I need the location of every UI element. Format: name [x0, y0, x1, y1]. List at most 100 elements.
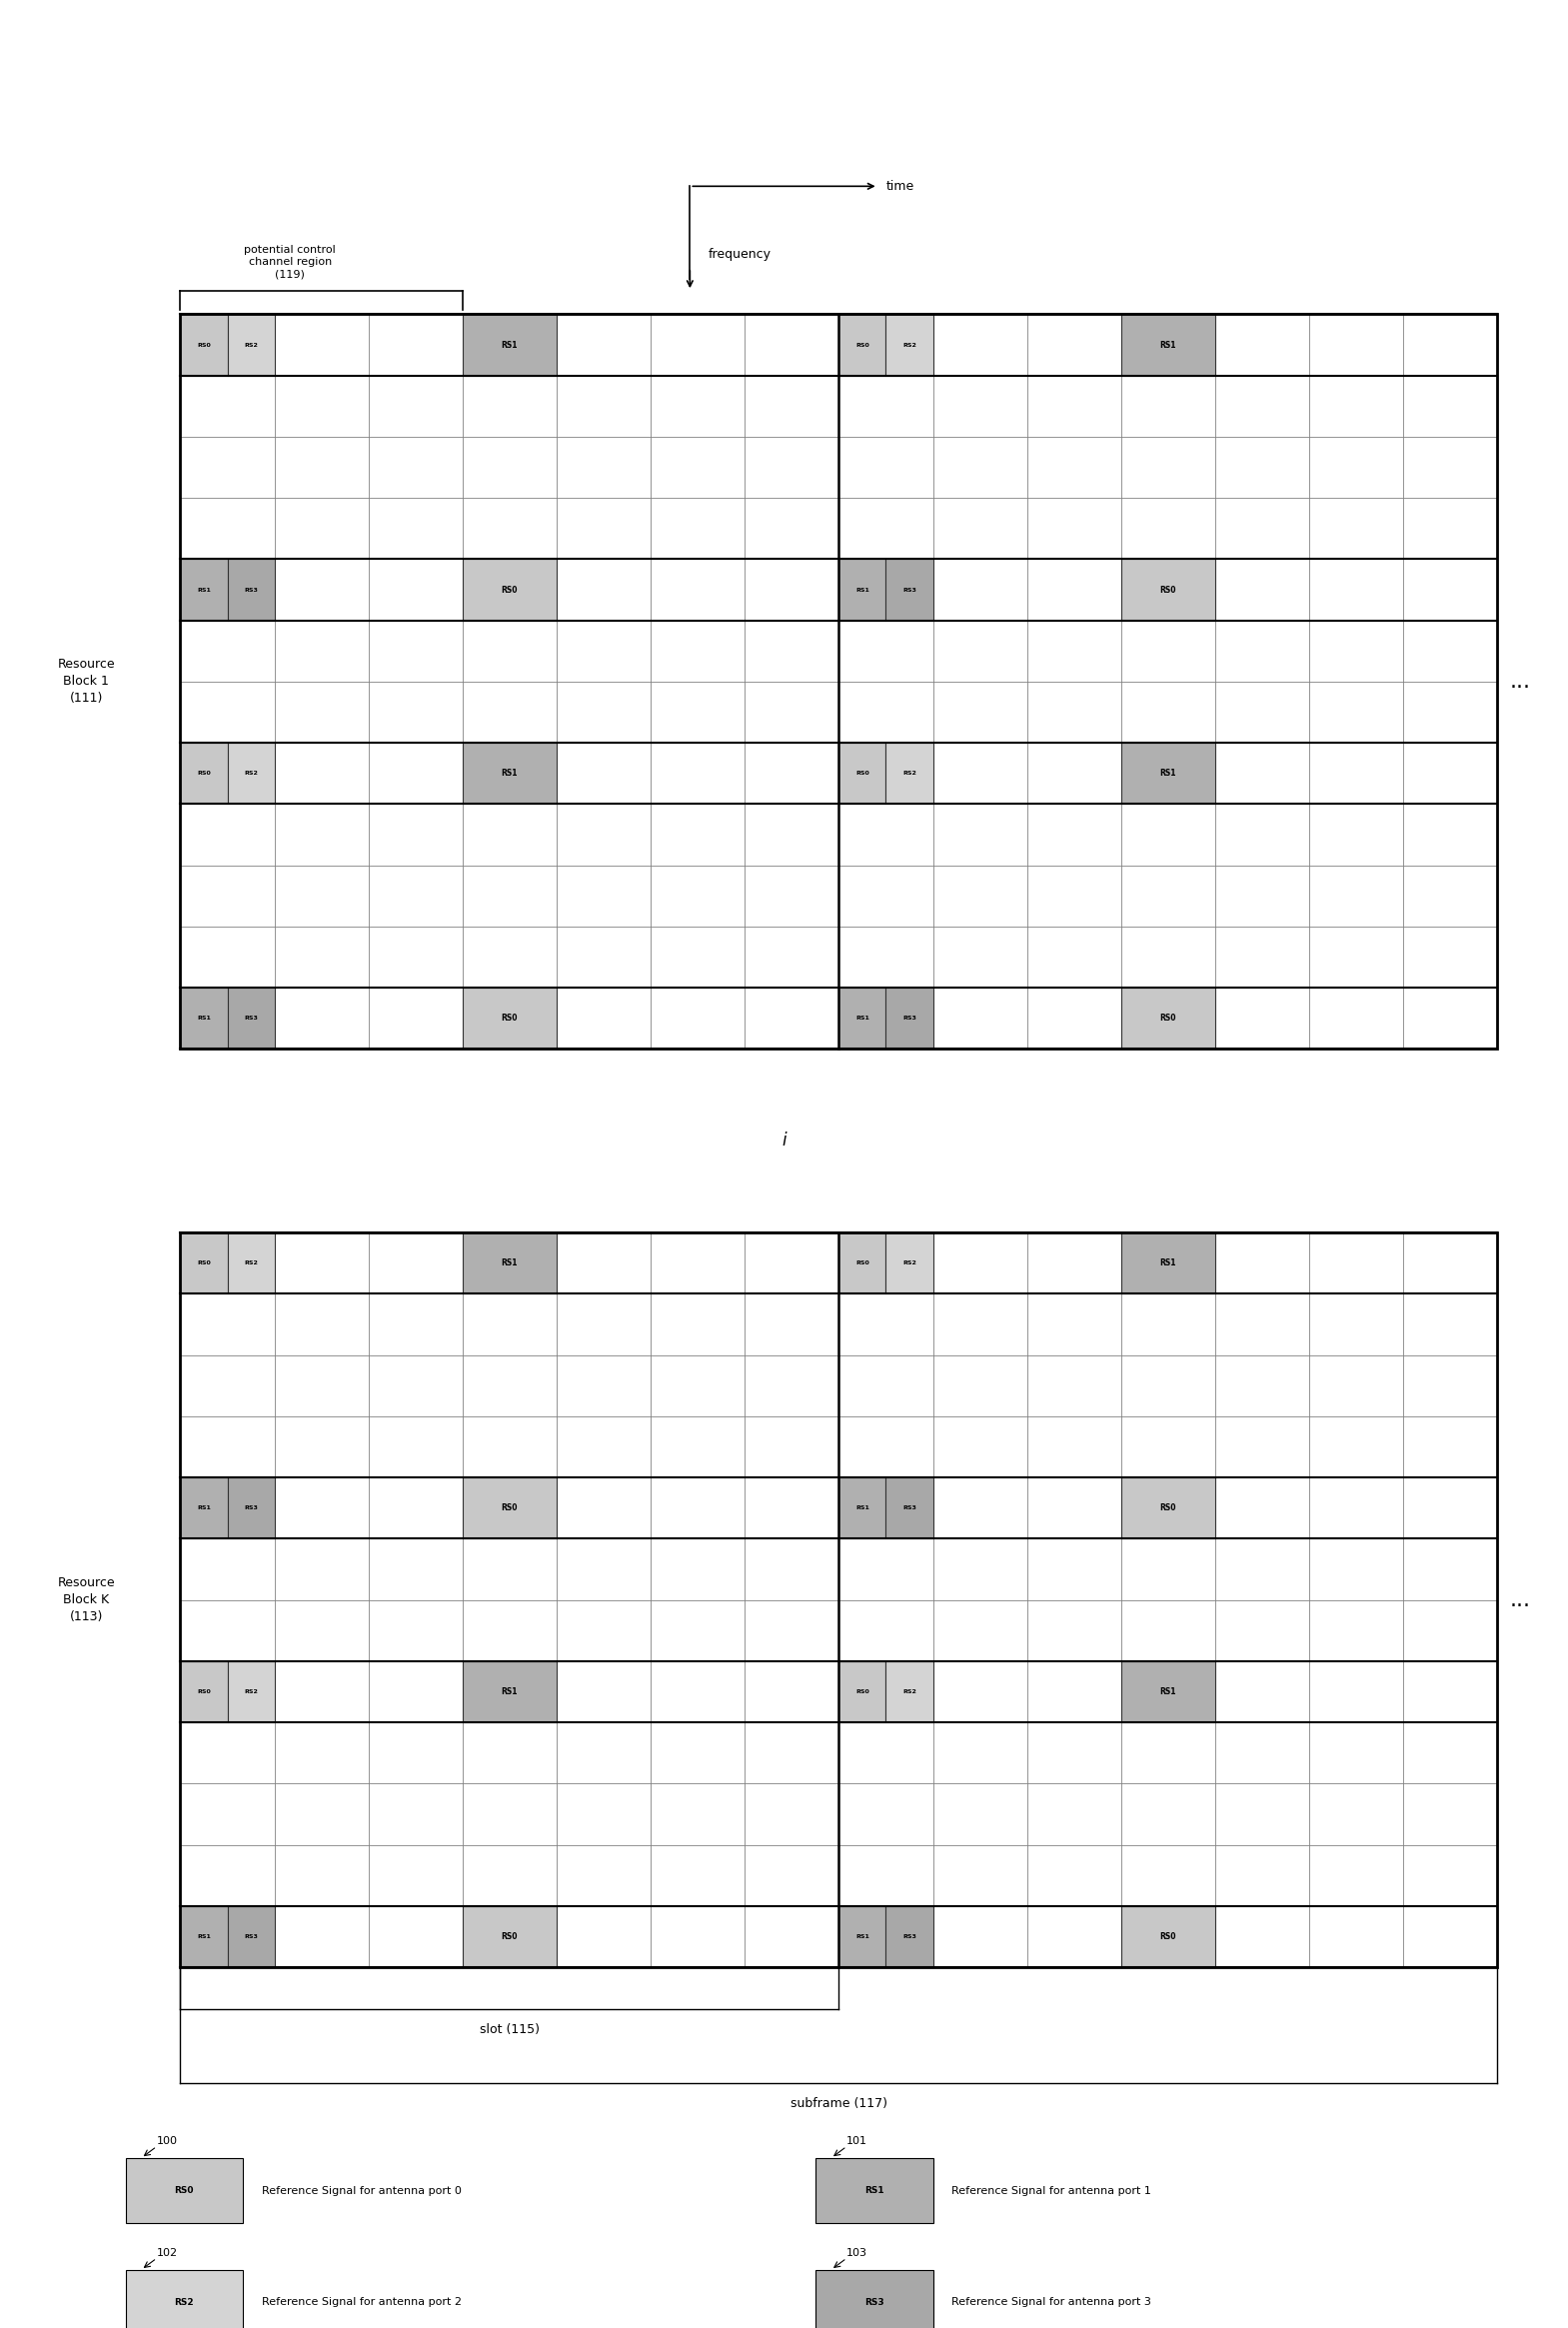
Bar: [1215, 498, 1309, 559]
Bar: [368, 743, 463, 803]
Text: RS1: RS1: [198, 1935, 210, 1939]
Bar: [1309, 1844, 1403, 1907]
Bar: [1215, 1723, 1309, 1783]
Bar: [1215, 1415, 1309, 1478]
Bar: [180, 1907, 274, 1967]
Bar: [463, 743, 557, 803]
Bar: [651, 1232, 745, 1294]
Bar: [1121, 559, 1215, 619]
Bar: [745, 619, 839, 682]
Bar: [1027, 803, 1121, 866]
Bar: [180, 1599, 274, 1662]
Bar: [463, 987, 557, 1050]
Bar: [368, 1844, 463, 1907]
Bar: [745, 1907, 839, 1967]
Bar: [463, 314, 557, 375]
Bar: [839, 743, 933, 803]
Bar: [557, 682, 651, 743]
Bar: [274, 1355, 368, 1415]
Bar: [1309, 1478, 1403, 1539]
Bar: [557, 619, 651, 682]
Bar: [651, 1907, 745, 1967]
Bar: [180, 1783, 274, 1844]
Bar: [745, 438, 839, 498]
Bar: [463, 438, 557, 498]
Bar: [839, 498, 933, 559]
Bar: [1403, 866, 1497, 927]
Bar: [933, 438, 1027, 498]
Bar: [651, 619, 745, 682]
Bar: [1027, 1844, 1121, 1907]
Bar: [1309, 619, 1403, 682]
Bar: [651, 1355, 745, 1415]
Bar: [933, 803, 1027, 866]
Bar: [368, 1294, 463, 1355]
Bar: [1215, 1662, 1309, 1723]
Bar: [1121, 927, 1215, 987]
Bar: [745, 682, 839, 743]
Bar: [651, 1662, 745, 1723]
Bar: [1309, 1907, 1403, 1967]
Text: RS3: RS3: [245, 1506, 257, 1511]
Bar: [180, 1907, 227, 1967]
Bar: [651, 1415, 745, 1478]
Bar: [125, 2270, 243, 2328]
Bar: [1309, 1355, 1403, 1415]
Bar: [368, 866, 463, 927]
Bar: [557, 314, 651, 375]
Bar: [1027, 987, 1121, 1050]
Bar: [1215, 438, 1309, 498]
Bar: [557, 1539, 651, 1599]
Bar: [180, 438, 274, 498]
Bar: [933, 559, 1027, 619]
Bar: [933, 1539, 1027, 1599]
Text: RS2: RS2: [903, 1262, 916, 1266]
Bar: [463, 682, 557, 743]
Bar: [274, 559, 368, 619]
Bar: [839, 559, 933, 619]
Bar: [933, 1478, 1027, 1539]
Bar: [886, 1907, 933, 1967]
Text: RS2: RS2: [245, 1262, 257, 1266]
Bar: [180, 1478, 227, 1539]
Bar: [839, 682, 933, 743]
Text: RS1: RS1: [856, 1506, 869, 1511]
Bar: [368, 803, 463, 866]
Bar: [180, 1539, 274, 1599]
Bar: [1027, 498, 1121, 559]
Bar: [1309, 803, 1403, 866]
Bar: [1309, 682, 1403, 743]
Bar: [1403, 1294, 1497, 1355]
Bar: [368, 1355, 463, 1415]
Bar: [1309, 1783, 1403, 1844]
Bar: [180, 314, 1497, 1050]
Bar: [557, 1294, 651, 1355]
Bar: [463, 559, 557, 619]
Bar: [557, 375, 651, 438]
Bar: [839, 1723, 933, 1783]
Text: RS0: RS0: [856, 342, 869, 347]
Text: Resource
Block 1
(111): Resource Block 1 (111): [58, 659, 114, 705]
Bar: [274, 866, 368, 927]
Bar: [886, 743, 933, 803]
Text: 102: 102: [157, 2249, 177, 2258]
Bar: [651, 559, 745, 619]
Text: frequency: frequency: [709, 247, 771, 261]
Text: RS0: RS0: [1160, 584, 1176, 594]
Bar: [557, 1723, 651, 1783]
Bar: [557, 438, 651, 498]
Bar: [180, 743, 274, 803]
Bar: [933, 743, 1027, 803]
Text: RS0: RS0: [198, 771, 210, 775]
Bar: [368, 1478, 463, 1539]
Bar: [463, 1662, 557, 1723]
Bar: [1403, 1599, 1497, 1662]
Bar: [274, 375, 368, 438]
Bar: [1403, 1415, 1497, 1478]
Bar: [1215, 987, 1309, 1050]
Bar: [651, 1599, 745, 1662]
Bar: [1309, 1723, 1403, 1783]
Text: Reference Signal for antenna port 3: Reference Signal for antenna port 3: [952, 2298, 1151, 2307]
Bar: [839, 1783, 933, 1844]
Bar: [1309, 1539, 1403, 1599]
